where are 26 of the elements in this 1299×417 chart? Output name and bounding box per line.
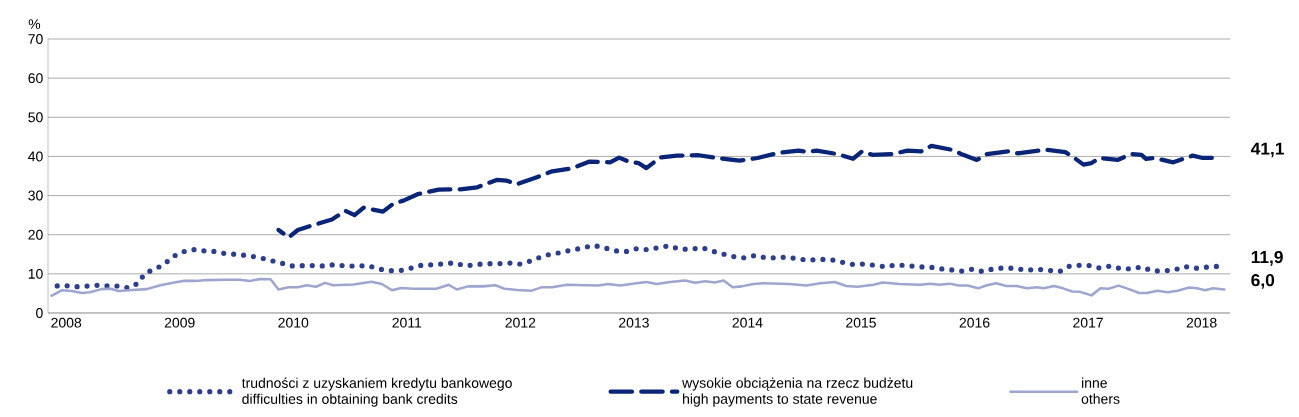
x-tick-label: 2009 [164,317,195,328]
x-tick-label: 2015 [846,317,876,328]
text: 6,0 [1251,274,1275,289]
x-tick-label: 2010 [278,317,309,328]
y-tick-label: 60 [28,73,43,84]
y-axis-title: % [28,19,41,29]
text: 11,9 [1251,250,1283,266]
x-tick-label: 2014 [732,317,763,328]
legend-label: inne others [1081,377,1120,404]
y-tick-label: 70 [28,34,43,44]
x-tick-label: 2017 [1073,317,1103,328]
x-tick-label: 2012 [505,317,536,328]
y-tick-label: 20 [28,229,43,240]
y-tick-label: 0 [36,308,43,318]
legend-label: trudności z uzyskaniem kredytu bankowego difficulties in obtaining bank credits [241,377,512,407]
x-tick-label: 2016 [959,317,990,328]
y-tick-label: 10 [28,268,43,279]
y-tick-label: 50 [28,112,43,123]
x-tick-label: 2011 [392,317,422,328]
y-tick-label: 30 [28,190,43,201]
legend-label: wysokie obciążenia na rzecz budżetu high payments to state revenue [682,377,913,407]
x-tick-label: 2008 [51,317,82,328]
x-tick-label: 2013 [619,317,649,328]
x-tick-label: 2018 [1186,317,1217,328]
y-tick-label: 40 [28,151,43,162]
text: 41,1 [1250,142,1284,158]
